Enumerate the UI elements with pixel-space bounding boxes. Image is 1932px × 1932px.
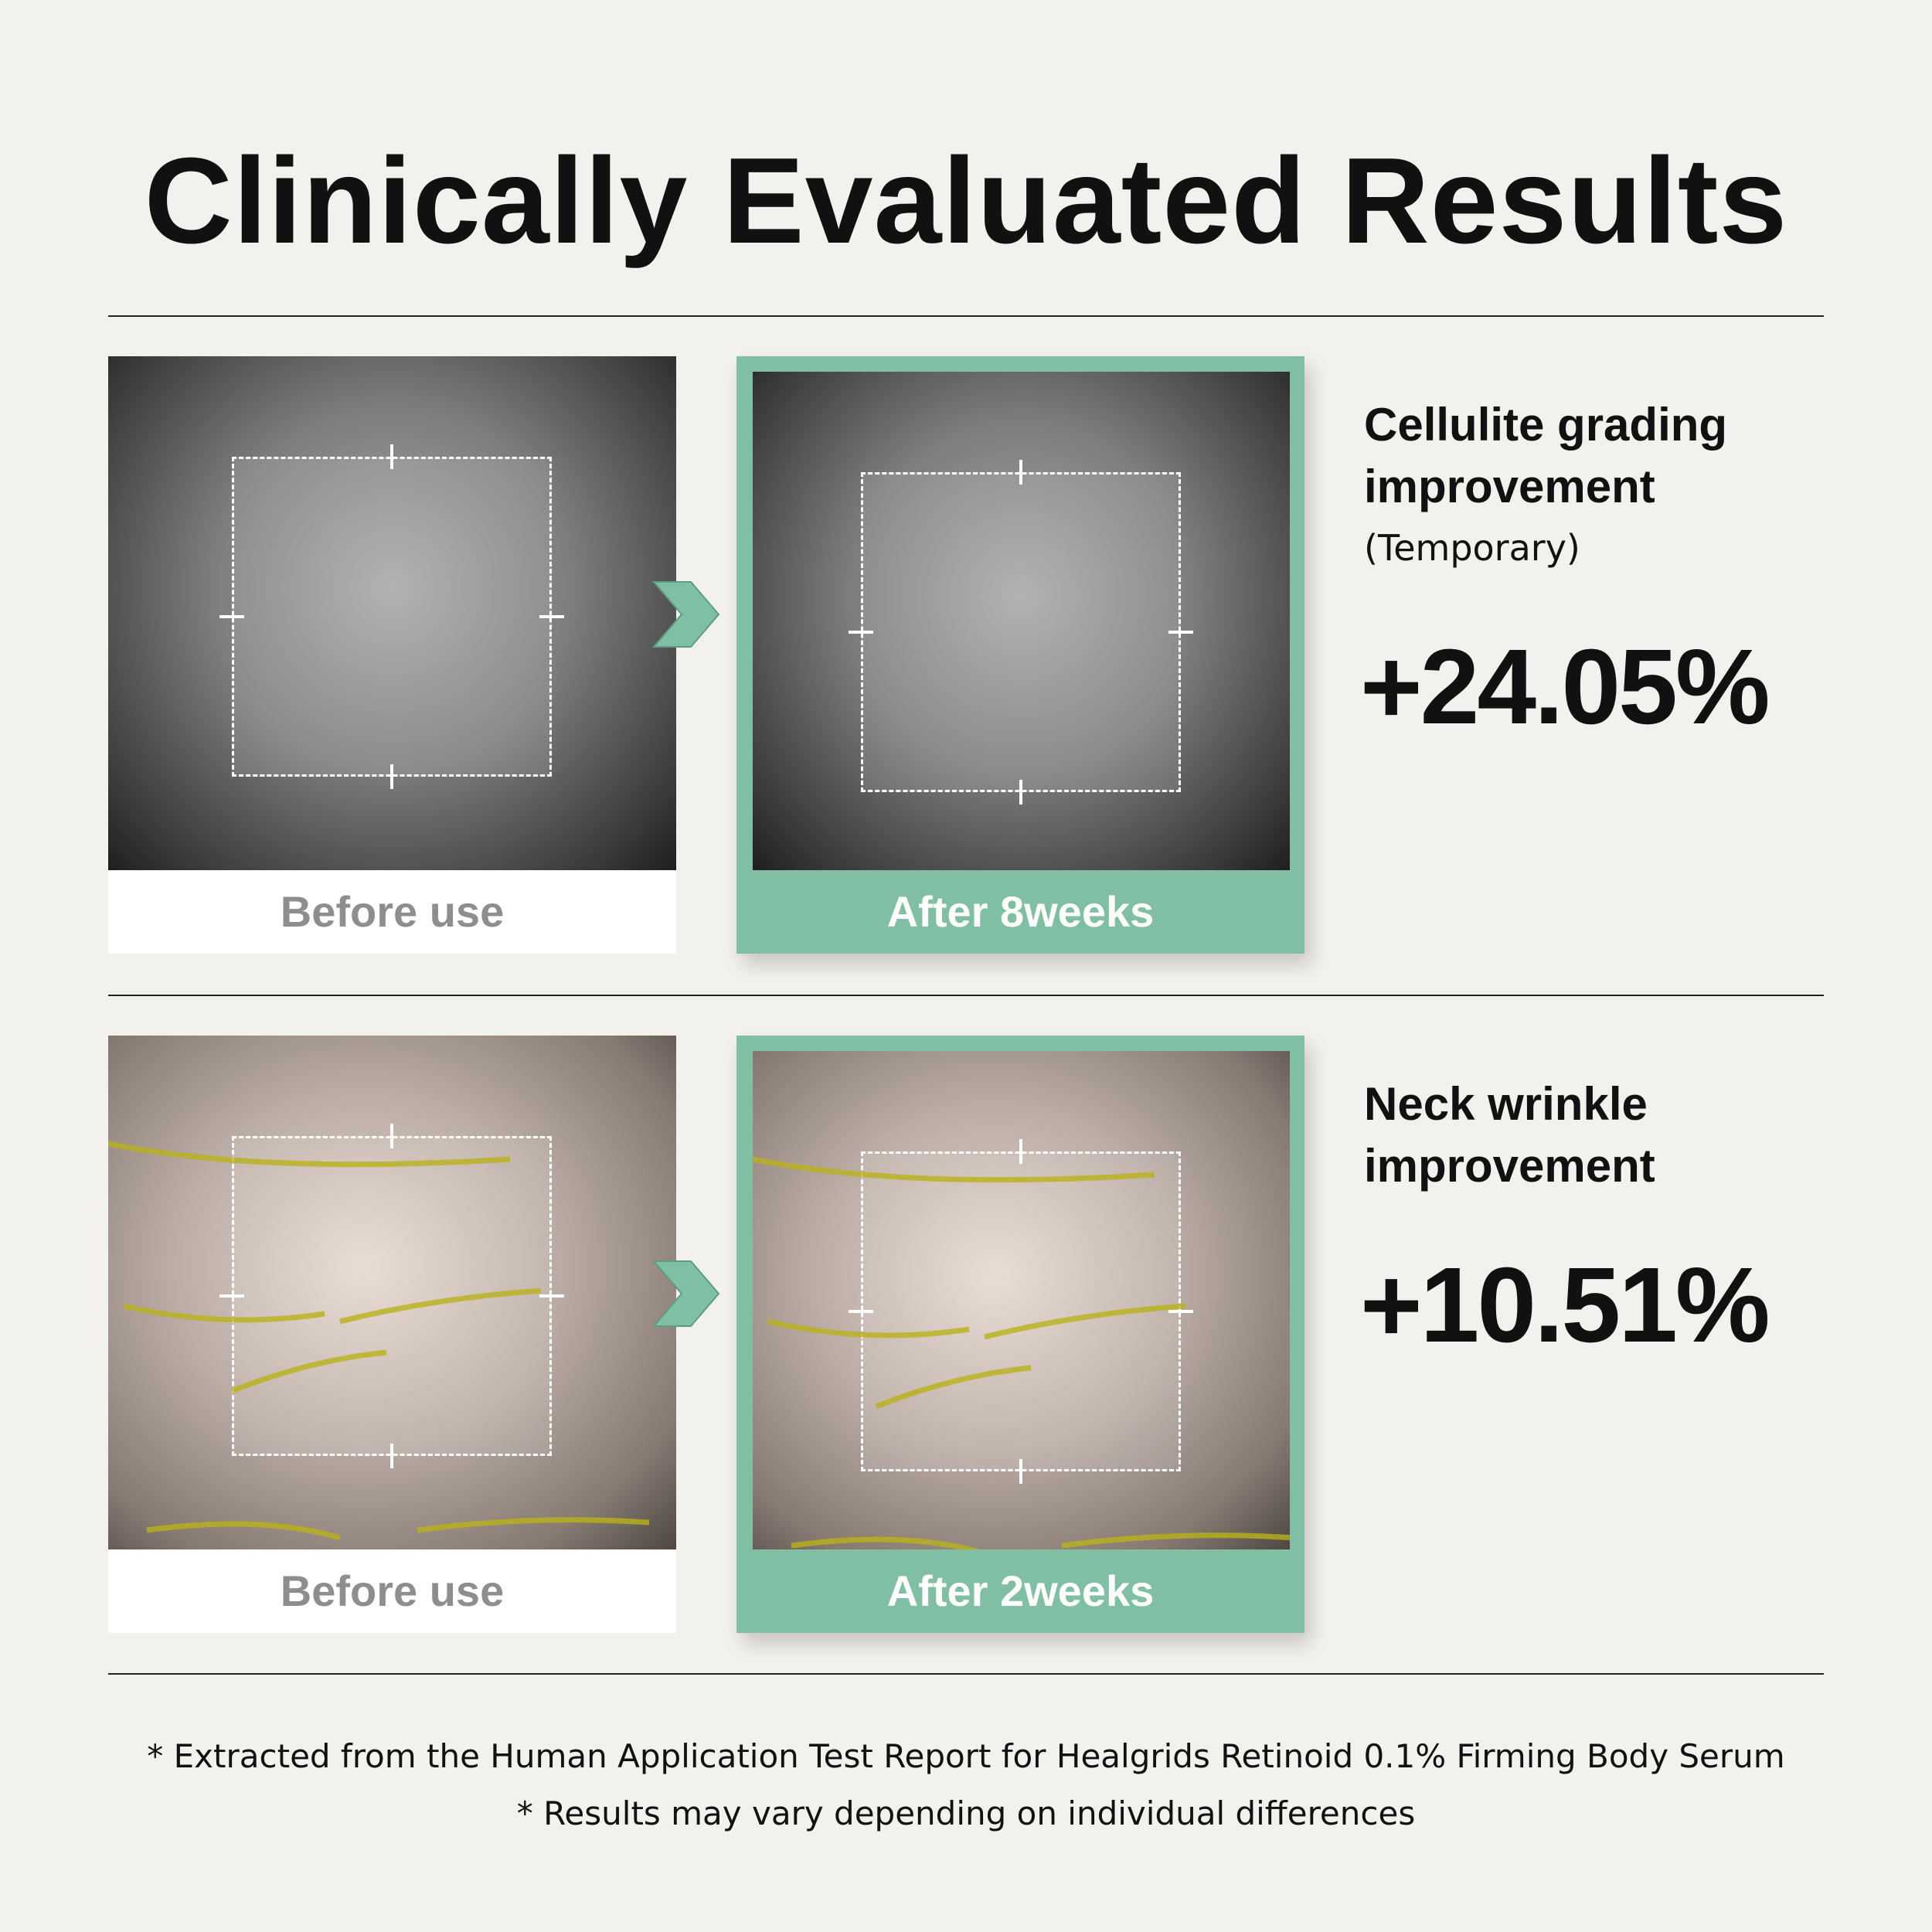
crosshair-tick xyxy=(849,631,873,634)
crosshair-tick xyxy=(390,1124,393,1148)
wrinkle-overlay xyxy=(108,1141,650,1541)
before-label: Before use xyxy=(108,1549,676,1633)
crosshair-tick xyxy=(390,1444,393,1468)
crosshair-tick xyxy=(849,1310,873,1313)
crosshair-tick xyxy=(1019,1139,1022,1164)
crosshair-tick xyxy=(1019,1459,1022,1484)
crosshair-tick xyxy=(219,615,244,618)
divider xyxy=(108,1673,1824,1675)
photo xyxy=(753,372,1290,870)
before-label: Before use xyxy=(108,870,676,954)
metric-title: Neck wrinkle improvement xyxy=(1364,1078,1655,1192)
arrow-icon xyxy=(651,1260,720,1327)
crosshair-tick xyxy=(219,1294,244,1298)
focus-box xyxy=(232,457,552,777)
metric-value: +24.05% xyxy=(1360,628,1770,747)
after-label: After 2weeks xyxy=(886,1566,1155,1615)
divider xyxy=(108,995,1824,996)
photo xyxy=(108,356,676,870)
crosshair-tick xyxy=(1168,631,1193,634)
crosshair-tick xyxy=(390,444,393,469)
divider xyxy=(108,315,1824,317)
crosshair-tick xyxy=(539,1294,564,1298)
metric-value: +10.51% xyxy=(1360,1246,1770,1365)
focus-box xyxy=(861,472,1181,792)
arrow xyxy=(651,579,722,650)
after-label: After 8weeks xyxy=(886,887,1155,936)
crosshair-tick xyxy=(1019,460,1022,485)
metric-title: Cellulite grading improvement xyxy=(1364,399,1728,512)
footnote: * Results may vary depending on individu… xyxy=(516,1794,1416,1832)
crosshair-tick xyxy=(1019,780,1022,804)
wrinkle-overlay xyxy=(753,1156,1290,1549)
metric-note: (Temporary) xyxy=(1364,527,1580,569)
crosshair-tick xyxy=(390,764,393,789)
title: Clinically Evaluated Results xyxy=(144,133,1788,269)
crosshair-tick xyxy=(1168,1310,1193,1313)
arrow-icon xyxy=(651,581,720,648)
photo xyxy=(108,1036,676,1549)
arrow xyxy=(651,1258,722,1329)
photo xyxy=(753,1051,1290,1549)
crosshair-tick xyxy=(539,615,564,618)
footnote: * Extracted from the Human Application T… xyxy=(147,1737,1785,1775)
